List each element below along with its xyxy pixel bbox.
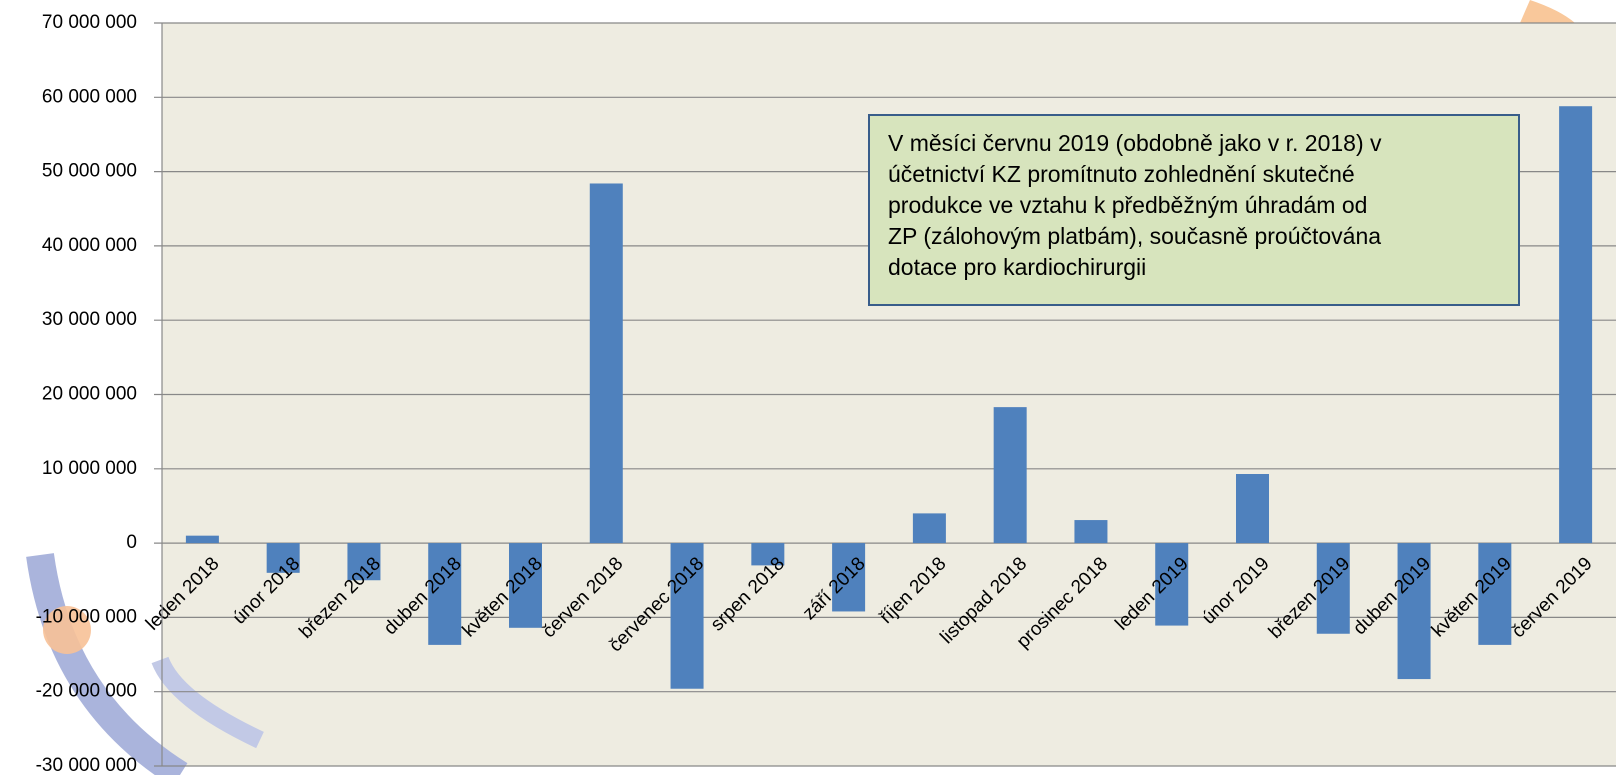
y-tick-label: -20 000 000 — [36, 681, 137, 702]
y-tick-label: 20 000 000 — [42, 384, 137, 405]
bar — [1236, 474, 1269, 543]
y-tick-label: 50 000 000 — [42, 161, 137, 182]
annotation-line: účetnictví KZ promítnuto zohlednění skut… — [888, 161, 1355, 187]
annotation-line: dotace pro kardiochirurgii — [888, 254, 1146, 280]
y-tick-label: -30 000 000 — [36, 755, 137, 775]
chart: -30 000 000 -20 000 000 -10 000 000 0 10 000… — [0, 0, 1616, 775]
bar — [913, 513, 946, 543]
y-tick-label: 10 000 000 — [42, 458, 137, 479]
bar — [186, 536, 219, 543]
bar — [1074, 520, 1107, 543]
annotation-line: ZP (zálohovým platbám), současně proúčto… — [888, 223, 1381, 249]
bar — [590, 183, 623, 543]
y-tick-label: 0 — [126, 532, 137, 553]
bar — [1559, 106, 1592, 543]
decor-shape — [1520, 0, 1575, 23]
y-tick-label: 30 000 000 — [42, 309, 137, 330]
annotation-line: V měsíci červnu 2019 (obdobně jako v r. … — [888, 130, 1382, 156]
y-tick-label: -10 000 000 — [36, 606, 137, 627]
bar — [994, 407, 1027, 543]
y-tick-label: 40 000 000 — [42, 235, 137, 256]
y-tick-label: 60 000 000 — [42, 86, 137, 107]
annotation-line: produkce ve vztahu k předběžným úhradám … — [888, 192, 1367, 218]
y-tick-label: 70 000 000 — [42, 12, 137, 33]
